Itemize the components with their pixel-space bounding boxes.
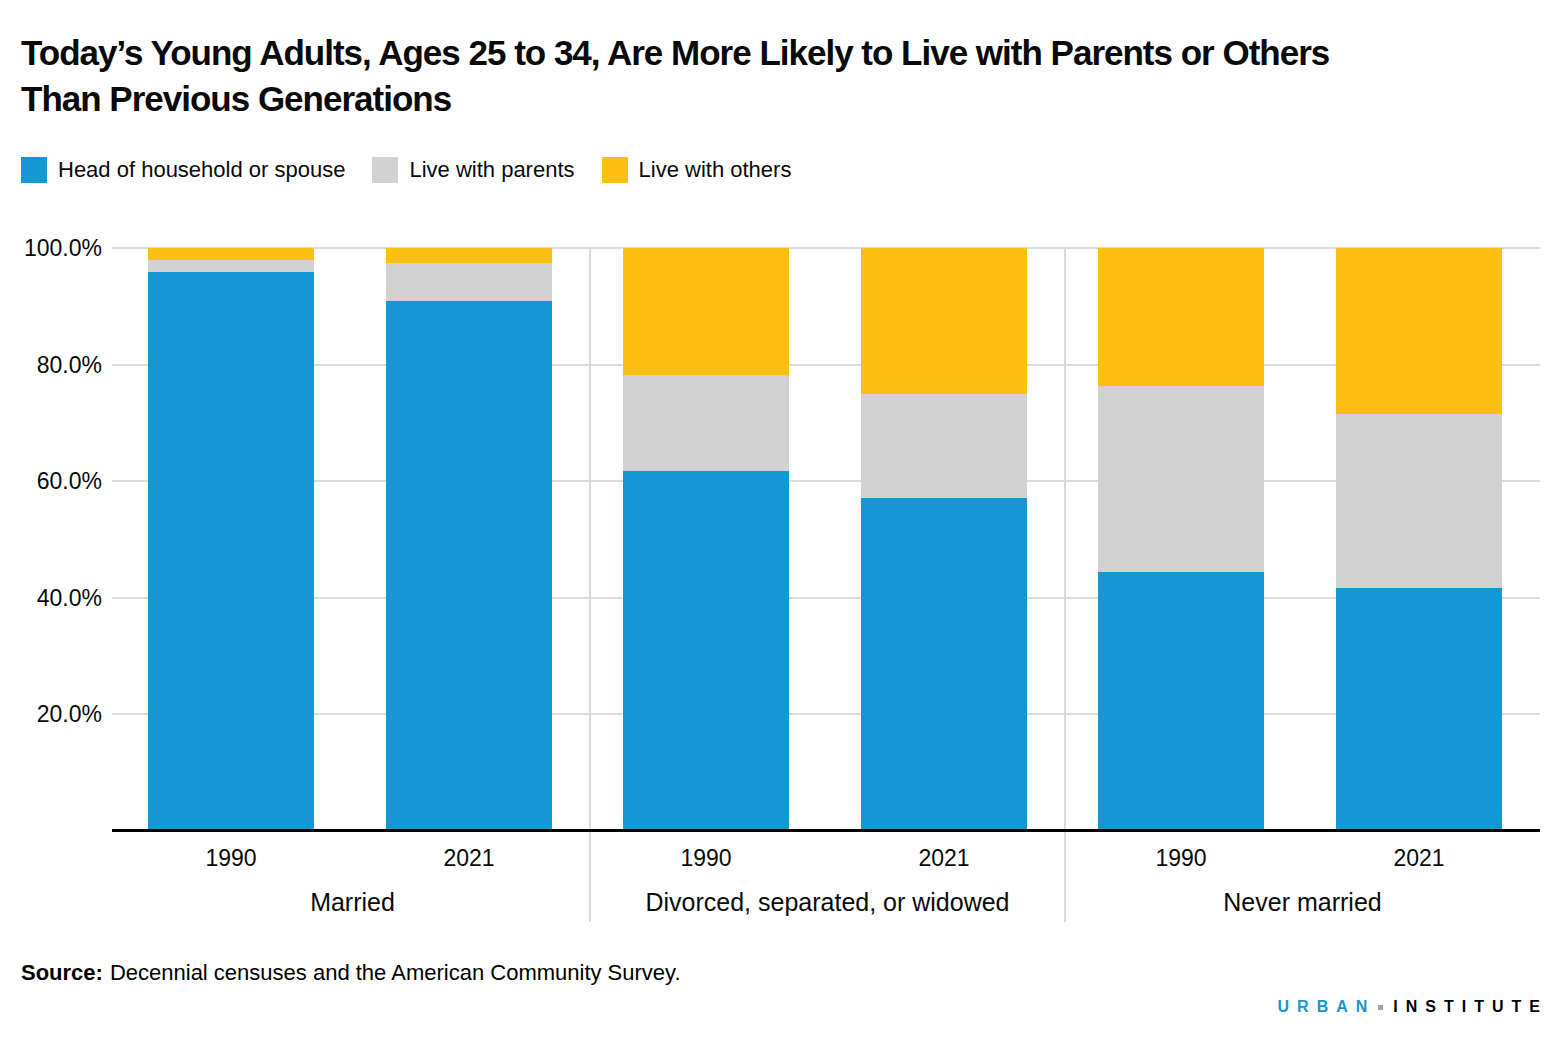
gridline [112, 247, 1540, 249]
x-axis-line [112, 829, 1540, 832]
y-axis-tick-label: 40.0% [0, 583, 102, 613]
x-axis-year-label: 2021 [1336, 845, 1502, 872]
gridline [112, 480, 1540, 482]
urban-institute-logo: URBAN INSTITUTE [1278, 998, 1548, 1016]
logo-dot-icon [1378, 1005, 1383, 1010]
group-separator [1064, 248, 1066, 922]
x-axis-group-label: Married [115, 888, 590, 917]
x-axis-year-label: 1990 [1098, 845, 1264, 872]
y-axis-tick-label: 80.0% [0, 350, 102, 380]
bar-segment [148, 248, 314, 260]
logo-urban-text: URBAN [1278, 998, 1376, 1016]
bar-segment [1098, 572, 1264, 831]
bar-segment [623, 248, 789, 375]
y-axis-tick-label: 100.0% [0, 233, 102, 263]
bar-segment [861, 248, 1027, 394]
x-axis-group-label: Never married [1065, 888, 1540, 917]
bar-segment [623, 375, 789, 471]
source-text: Decennial censuses and the American Comm… [110, 960, 681, 985]
bar-segment [386, 248, 552, 263]
group-separator [589, 248, 591, 922]
logo-institute-text: INSTITUTE [1393, 998, 1548, 1016]
bar-segment [386, 301, 552, 831]
y-axis-tick-label: 20.0% [0, 699, 102, 729]
gridline [112, 713, 1540, 715]
bar-segment [386, 263, 552, 301]
x-axis-year-label: 2021 [861, 845, 1027, 872]
y-axis-tick-label: 60.0% [0, 466, 102, 496]
bar-segment [861, 394, 1027, 497]
source-label: Source: [21, 960, 103, 985]
gridline [112, 364, 1540, 366]
x-axis-year-label: 2021 [386, 845, 552, 872]
stacked-bar-chart: 100.0% 80.0% 60.0% 40.0% 20.0% 1990 2021 Marrie… [0, 0, 1560, 1040]
bar-segment [148, 260, 314, 273]
bar-segment [1336, 248, 1502, 414]
bar-segment [623, 471, 789, 831]
x-axis-year-label: 1990 [148, 845, 314, 872]
bar-segment [148, 272, 314, 831]
bar-segment [1098, 386, 1264, 572]
bar-segment [1336, 588, 1502, 831]
bar-segment [861, 498, 1027, 831]
gridline [112, 597, 1540, 599]
source-note: Source: Decennial censuses and the Americ… [21, 960, 681, 986]
x-axis-year-label: 1990 [623, 845, 789, 872]
bar-segment [1098, 248, 1264, 386]
bar-segment [1336, 414, 1502, 588]
x-axis-group-label: Divorced, separated, or widowed [590, 888, 1065, 917]
